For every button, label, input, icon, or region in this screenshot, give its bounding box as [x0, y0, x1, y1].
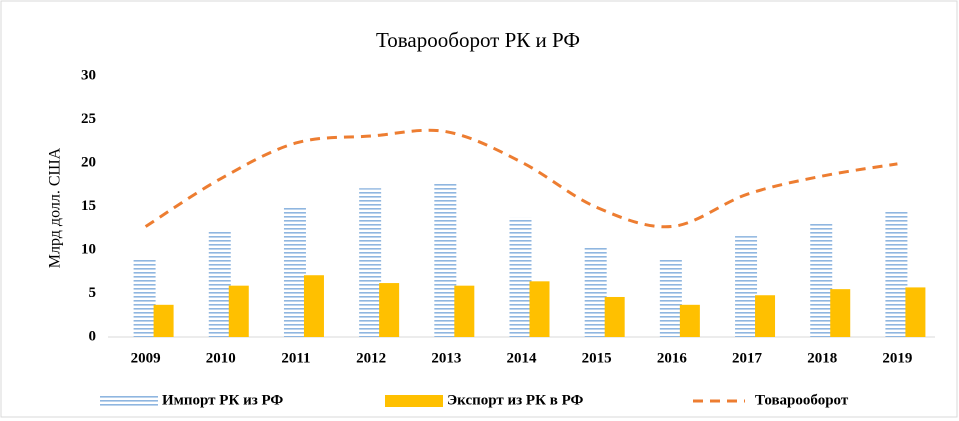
x-tick-label: 2018 — [807, 350, 837, 366]
x-tick-label: 2017 — [732, 350, 763, 366]
bar — [509, 217, 532, 337]
y-tick-label: 20 — [81, 154, 96, 170]
x-tick-label: 2009 — [131, 350, 161, 366]
y-tick-label: 10 — [81, 241, 96, 257]
bar — [228, 285, 249, 337]
x-tick-label: 2010 — [206, 350, 236, 366]
bar — [434, 183, 457, 337]
bar — [810, 223, 833, 337]
y-axis-label: Млрд долл. США — [47, 147, 64, 268]
bar — [735, 236, 758, 337]
bar — [755, 295, 776, 337]
bar — [454, 285, 475, 337]
x-tick-label: 2012 — [356, 350, 386, 366]
bar — [208, 229, 231, 337]
x-tick-label: 2016 — [657, 350, 688, 366]
legend-label: Экспорт из РК в РФ — [447, 392, 583, 408]
legend-swatch — [100, 395, 158, 407]
bar — [153, 304, 174, 337]
bar — [584, 247, 607, 337]
bar — [659, 258, 682, 337]
y-tick-label: 30 — [81, 67, 96, 83]
y-tick-label: 25 — [81, 111, 96, 127]
line — [144, 128, 898, 229]
bar — [359, 188, 382, 337]
bar — [830, 289, 851, 337]
legend-label: Товарооборот — [755, 392, 849, 408]
legend-label: Импорт РК из РФ — [162, 392, 283, 408]
x-tick-label: 2015 — [582, 350, 612, 366]
bar — [133, 258, 156, 337]
y-tick-label: 5 — [89, 285, 97, 301]
bar — [283, 207, 306, 337]
bar — [885, 211, 908, 337]
x-tick-label: 2011 — [281, 350, 310, 366]
bar — [679, 304, 700, 337]
bar — [604, 296, 625, 337]
bar — [379, 283, 400, 337]
y-tick-label: 15 — [81, 198, 96, 214]
x-tick-label: 2019 — [882, 350, 912, 366]
chart-title: Товарооборот РК и РФ — [376, 28, 580, 52]
x-tick-label: 2014 — [507, 350, 538, 366]
x-tick-label: 2013 — [431, 350, 461, 366]
bar — [303, 275, 324, 337]
bar — [529, 281, 550, 337]
legend-swatch — [385, 395, 443, 407]
bar — [905, 287, 926, 337]
y-tick-label: 0 — [89, 328, 97, 344]
